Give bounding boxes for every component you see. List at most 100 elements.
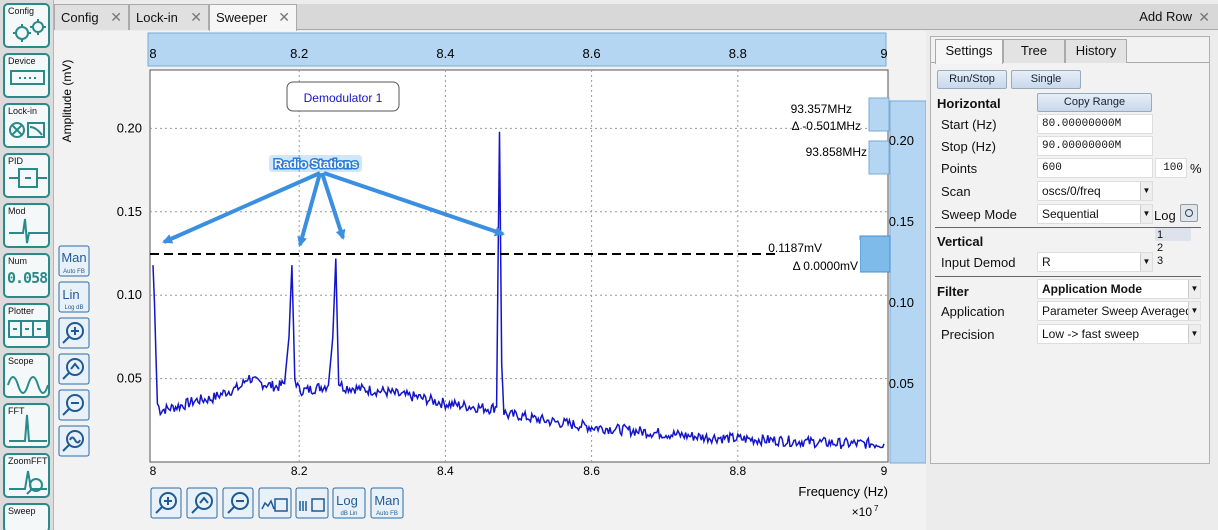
single-button[interactable]: Single <box>1011 70 1081 89</box>
chevron-down-icon: ▼ <box>1140 205 1152 223</box>
demod-list-item[interactable]: 3 <box>1157 255 1164 267</box>
sidebar-item-label: Sweep <box>8 506 36 516</box>
lin-toggle-button[interactable]: Lin Log dB <box>58 281 90 313</box>
tab-config[interactable]: Config ✕ <box>54 4 129 30</box>
sidebar-item-scope[interactable]: Scope <box>3 353 50 398</box>
cursor-h-value: 0.1187mV <box>768 241 822 255</box>
tab-lockin[interactable]: Lock-in ✕ <box>129 4 209 30</box>
top-axis-strip[interactable] <box>147 32 887 67</box>
tab-settings[interactable]: Settings <box>935 39 1003 64</box>
precision-select[interactable]: Low -> fast sweep ▼ <box>1037 324 1201 344</box>
tab-label: Config <box>61 10 99 25</box>
close-icon[interactable]: ✕ <box>190 9 202 25</box>
sidebar-item-sweep[interactable]: Sweep <box>3 503 50 530</box>
sidebar-item-label: Scope <box>8 356 34 366</box>
right-axis-strip[interactable] <box>889 100 927 464</box>
x-tick-label: 8 <box>150 464 157 478</box>
app-mode-select[interactable]: Application Mode ▼ <box>1037 279 1201 299</box>
plot-grid <box>150 70 888 462</box>
zoom-out-y-button[interactable] <box>58 389 90 421</box>
tab-sweeper[interactable]: Sweeper ✕ <box>209 4 297 31</box>
cursor-v2-value: 93.858MHz <box>806 145 867 159</box>
sweeper-plot[interactable]: 8 8.2 8.4 8.6 8.8 9 8 8.2 8.4 8.6 8.8 9 0.050.100.… <box>54 31 927 530</box>
points-field[interactable]: 600 <box>1037 158 1153 178</box>
zoom-fit-y-button[interactable] <box>58 425 90 457</box>
tool-sidebar: Config Device Lock-in PID Mod Num 0.058 … <box>0 0 54 530</box>
zoom-in-icon <box>62 327 79 344</box>
close-icon[interactable]: ✕ <box>278 9 290 25</box>
sidebar-item-plotter[interactable]: Plotter <box>3 303 50 348</box>
points-label: Points <box>941 161 978 176</box>
top-tick-label: 9 <box>880 46 887 61</box>
zoom-home-y-button[interactable] <box>58 353 90 385</box>
scope-icon <box>7 376 48 394</box>
sweep-mode-label: Sweep Mode <box>941 207 1017 222</box>
log-sub-label: dB Lin <box>340 511 357 517</box>
stop-label: Stop (Hz) <box>941 139 996 154</box>
close-icon[interactable]: ✕ <box>110 9 122 25</box>
filter-heading: Filter <box>937 284 969 299</box>
sidebar-item-label: Device <box>8 56 36 66</box>
man-x-toggle-button[interactable]: Man Auto FB <box>370 487 404 519</box>
log-toggle-button[interactable]: Log dB Lin <box>332 487 366 519</box>
sweeper-plot-area: 8 8.2 8.4 8.6 8.8 9 8 8.2 8.4 8.6 8.8 9 0.05 0.10 0.… <box>54 31 927 530</box>
precision-value: Low -> fast sweep <box>1042 327 1140 341</box>
sidebar-item-lockin[interactable]: Lock-in <box>3 103 50 148</box>
copy-range-button[interactable]: Copy Range <box>1037 93 1152 112</box>
close-icon[interactable]: ✕ <box>1198 9 1210 25</box>
sweep-mode-value: Sequential <box>1042 207 1099 221</box>
application-select[interactable]: Parameter Sweep Averaged ▼ <box>1037 301 1201 321</box>
sidebar-item-pid[interactable]: PID <box>3 153 50 198</box>
zoom-out-icon <box>62 402 79 416</box>
start-field[interactable]: 80.00000000M <box>1037 114 1153 134</box>
home-icon <box>62 362 80 380</box>
pid-icon <box>9 168 47 188</box>
log-checkbox[interactable] <box>1180 204 1198 222</box>
sidebar-item-device[interactable]: Device <box>3 53 50 98</box>
cursor-v1-handle[interactable] <box>868 97 890 132</box>
zoom-in-y-button[interactable] <box>58 317 90 349</box>
sidebar-item-fft[interactable]: FFT <box>3 403 50 448</box>
sidebar-item-mod[interactable]: Mod <box>3 203 50 248</box>
zoom-out-x-button[interactable] <box>222 487 254 519</box>
demod-list-item[interactable]: 1 <box>1157 229 1164 241</box>
tab-history[interactable]: History <box>1065 39 1127 63</box>
cursor-v1-value: 93.357MHz <box>791 102 852 116</box>
zoom-home-x-button[interactable] <box>186 487 218 519</box>
sidebar-item-config[interactable]: Config <box>3 3 50 48</box>
save-data-icon <box>299 498 325 512</box>
percent-unit: % <box>1190 161 1202 176</box>
cursor-v1-delta: Δ -0.501MHz <box>792 119 861 133</box>
wave-icon <box>62 436 81 452</box>
start-label: Start (Hz) <box>941 117 997 132</box>
sweep-mode-select[interactable]: Sequential ▼ <box>1037 204 1153 224</box>
stop-field[interactable]: 90.00000000M <box>1037 136 1153 156</box>
num-icon: 0.058 <box>7 269 48 287</box>
sidebar-item-zoomfft[interactable]: ZoomFFT <box>3 453 50 498</box>
add-row-button[interactable]: Add Row <box>1139 9 1192 24</box>
sidebar-item-num[interactable]: Num 0.058 <box>3 253 50 298</box>
save-data-button[interactable] <box>295 487 329 519</box>
input-demod-select[interactable]: R ▼ <box>1037 252 1153 272</box>
man-toggle-button[interactable]: Man Auto FB <box>58 245 90 277</box>
scan-value: oscs/0/freq <box>1042 184 1101 198</box>
radio-icon <box>1185 209 1193 217</box>
log-label: Log <box>336 493 358 508</box>
scan-select[interactable]: oscs/0/freq ▼ <box>1037 181 1153 201</box>
run-stop-button[interactable]: Run/Stop <box>937 70 1007 89</box>
cursor-v2-handle[interactable] <box>868 140 890 175</box>
chevron-down-icon: ▼ <box>1140 182 1152 200</box>
settings-panel: Settings Tree History Run/Stop Single Ho… <box>930 36 1210 464</box>
cursor-horizontal-handle[interactable] <box>859 235 891 273</box>
application-label: Application <box>941 304 1005 319</box>
save-trace-button[interactable] <box>258 487 292 519</box>
x-tick-label: 8.8 <box>729 464 746 478</box>
lin-sub-label: Log dB <box>64 305 83 311</box>
tab-tree[interactable]: Tree <box>1003 39 1065 63</box>
chevron-down-icon: ▼ <box>1188 302 1200 320</box>
zoom-in-x-button[interactable] <box>150 487 182 519</box>
tab-bar: Config ✕ Lock-in ✕ Sweeper ✕ Add Row ✕ <box>54 4 1218 31</box>
man-x-sub-label: Auto FB <box>376 511 398 517</box>
points-percent-field[interactable]: 100 <box>1155 158 1187 178</box>
demod-list-item[interactable]: 2 <box>1157 242 1164 254</box>
